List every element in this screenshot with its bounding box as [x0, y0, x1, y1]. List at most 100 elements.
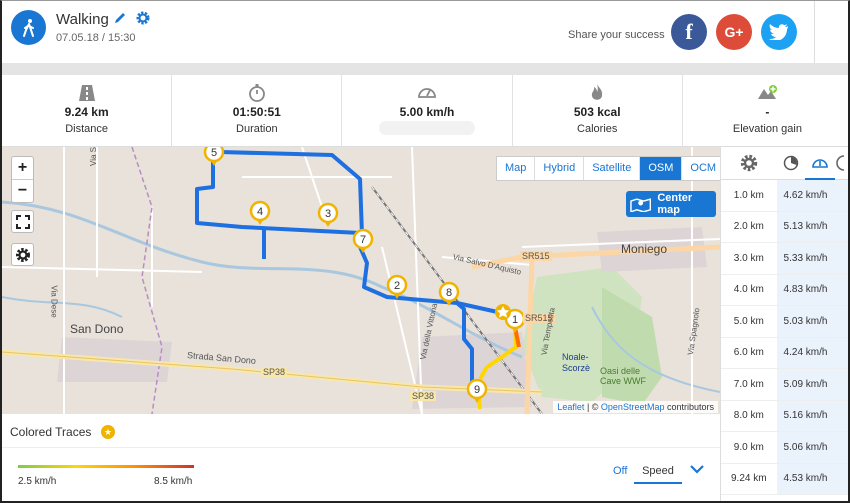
- star-icon[interactable]: ★: [101, 425, 115, 439]
- stopwatch-icon: [248, 84, 265, 102]
- legend-divider: [2, 447, 720, 448]
- route-marker-7[interactable]: 7: [352, 228, 374, 253]
- share-label: Share your success: [568, 29, 665, 41]
- splits-rows: 1.0 km 4.62 km/h 2.0 km 5.13 km/h 3.0 km 5.33…: [721, 180, 848, 495]
- walking-icon: [11, 10, 46, 45]
- split-distance: 8.0 km: [733, 410, 764, 422]
- elevation-icon: [758, 85, 778, 99]
- gear-icon: [740, 154, 758, 172]
- edit-icon[interactable]: [113, 11, 129, 27]
- flame-icon: [592, 84, 603, 100]
- split-row: 1.0 km 4.62 km/h: [721, 180, 848, 212]
- splits-header: [721, 147, 848, 180]
- layer-osm[interactable]: OSM: [640, 157, 683, 180]
- center-map-label: Center map: [657, 192, 693, 216]
- split-row: 3.0 km 5.33 km/h: [721, 243, 848, 275]
- split-speed: 5.13 km/h: [776, 211, 848, 242]
- leaflet-link[interactable]: Leaflet: [557, 402, 585, 412]
- google-plus-share-button[interactable]: G+: [716, 14, 752, 50]
- label-sp38-2: SP38: [410, 391, 437, 401]
- start-marker-star-icon[interactable]: [495, 304, 511, 320]
- duration-label: Duration: [236, 123, 278, 135]
- split-distance: 2.0 km: [733, 221, 764, 233]
- route-marker-number: 9: [474, 384, 480, 396]
- label-sr515-south: SR515: [523, 313, 555, 323]
- canal: [591, 306, 720, 393]
- route-marker-number: 1: [512, 314, 518, 326]
- map-canvas: 1 2 3 4 5 7 8 9: [2, 147, 720, 414]
- admin-boundary: [131, 147, 163, 414]
- stat-speed: 5.00 km/h: [342, 75, 513, 146]
- split-distance: 6.0 km: [733, 347, 764, 359]
- split-row: 6.0 km 4.24 km/h: [721, 337, 848, 369]
- route-marker-number: 5: [211, 147, 217, 159]
- stats-bar: 9.24 km Distance 01:50:51 Duration 5.00 …: [2, 75, 848, 147]
- chevron-down-icon[interactable]: [690, 464, 704, 474]
- facebook-share-button[interactable]: f: [671, 14, 707, 50]
- split-row: 9.0 km 5.06 km/h: [721, 432, 848, 464]
- map-attribution: Leaflet | © OpenStreetMap contributors: [553, 401, 718, 413]
- minor-roads: [2, 147, 720, 414]
- sr515-south-road: [524, 256, 535, 414]
- route-markers: 1 2 3 4 5 7 8 9: [203, 147, 526, 403]
- header-divider: [814, 1, 815, 63]
- place-moniego: Moniego: [621, 242, 668, 256]
- layer-ocm[interactable]: OCM: [682, 157, 720, 180]
- split-row: 9.24 km 4.53 km/h: [721, 463, 848, 495]
- split-speed: 5.06 km/h: [776, 432, 848, 463]
- river: [2, 200, 523, 359]
- wwf-oasis-area: [602, 287, 662, 405]
- section-separator: [2, 63, 848, 75]
- route-marker-number: 3: [325, 208, 331, 220]
- split-speed: 4.24 km/h: [776, 337, 848, 368]
- split-distance: 9.24 km: [730, 473, 767, 485]
- fullscreen-button[interactable]: [11, 210, 34, 233]
- zoom-control: + −: [11, 156, 34, 203]
- split-row: 4.0 km 4.83 km/h: [721, 274, 848, 306]
- route-marker-4[interactable]: 4: [249, 200, 271, 225]
- splits-table: 1.0 km 4.62 km/h 2.0 km 5.13 km/h 3.0 km 5.33…: [720, 147, 848, 501]
- layer-hybrid[interactable]: Hybrid: [535, 157, 585, 180]
- map-settings-button[interactable]: [11, 243, 34, 266]
- osm-link[interactable]: OpenStreetMap: [600, 402, 665, 412]
- route-trace-west: [195, 150, 361, 235]
- layer-map[interactable]: Map: [497, 157, 536, 180]
- speed-gradient-bar: [18, 465, 194, 468]
- colored-traces-title: Colored Traces: [10, 425, 92, 439]
- split-distance: 9.0 km: [733, 441, 764, 453]
- speed-tab[interactable]: [805, 147, 835, 180]
- route-trace: [215, 147, 480, 394]
- more-tab[interactable]: [835, 147, 848, 179]
- header: Walking 07.05.18 / 15:30 Share your succ…: [2, 1, 848, 63]
- split-speed: 4.62 km/h: [776, 180, 848, 211]
- trace-mode-select[interactable]: Speed: [634, 458, 682, 484]
- duration-value: 01:50:51: [232, 105, 281, 119]
- traces-off-option[interactable]: Off: [613, 465, 628, 477]
- splits-settings-button[interactable]: [721, 147, 777, 179]
- distance-label: Distance: [65, 123, 108, 135]
- activity-title: Walking: [56, 11, 109, 28]
- zoom-in-button[interactable]: +: [12, 157, 33, 180]
- center-map-button[interactable]: Center map: [626, 191, 716, 217]
- stat-duration: 01:50:51 Duration: [172, 75, 343, 146]
- route-marker-3[interactable]: 3: [317, 202, 339, 227]
- route-marker-2[interactable]: 2: [386, 274, 408, 299]
- label-sr515: SR515: [520, 251, 552, 261]
- split-speed: 4.53 km/h: [776, 463, 848, 494]
- layer-switcher: Map Hybrid Satellite OSM OCM: [496, 156, 720, 181]
- partial-circle-icon: [836, 155, 845, 171]
- route-marker-5[interactable]: 5: [203, 147, 225, 166]
- label-via-dese: Via Dese: [49, 285, 59, 318]
- settings-gear-icon[interactable]: [136, 11, 152, 27]
- split-speed: 5.09 km/h: [776, 369, 848, 400]
- pace-tab[interactable]: [777, 147, 805, 179]
- zoom-out-button[interactable]: −: [17, 182, 28, 199]
- route-marker-9[interactable]: 9: [466, 378, 488, 403]
- layer-satellite[interactable]: Satellite: [584, 157, 641, 180]
- twitter-share-button[interactable]: [761, 14, 797, 50]
- split-distance: 3.0 km: [733, 252, 764, 264]
- stat-calories: 503 kcal Calories: [513, 75, 683, 146]
- route-marker-8[interactable]: 8: [438, 281, 460, 306]
